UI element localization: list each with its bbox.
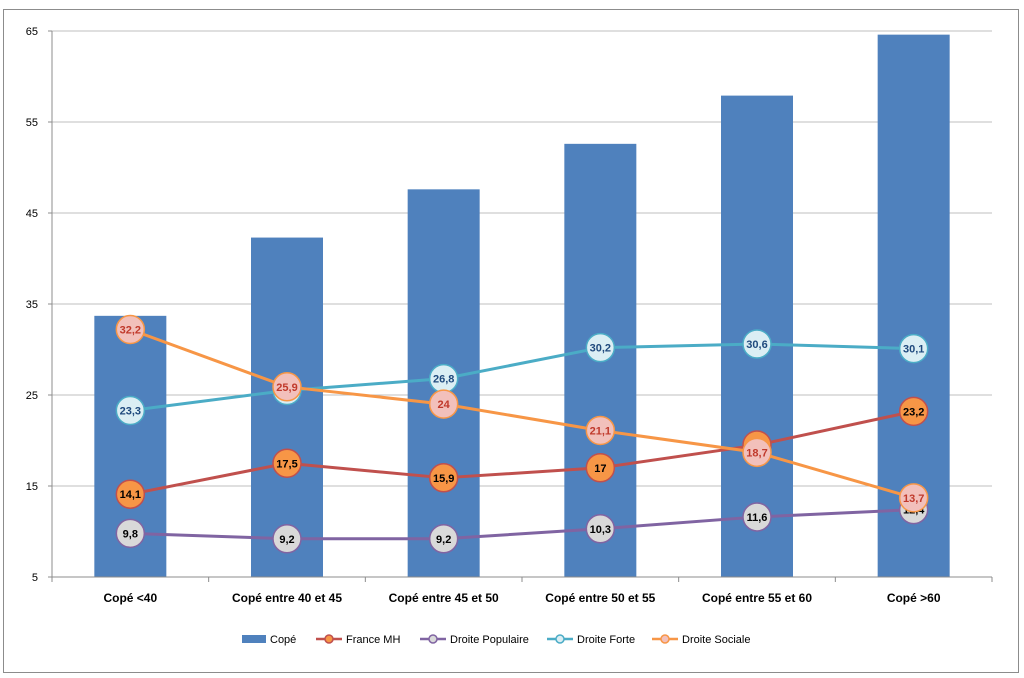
line-droite-populaire — [130, 508, 914, 541]
marker-droite-populaire — [115, 518, 146, 549]
legend-marker-droite-populaire — [428, 634, 438, 644]
marker-france-mh — [115, 479, 146, 509]
y-tick-label: 35 — [26, 299, 38, 311]
legend-marker-droite-forte — [555, 634, 565, 644]
marker-droite-forte — [742, 329, 772, 359]
marker-droite-populaire — [428, 524, 459, 554]
data-label-france-mh: 17 — [594, 463, 606, 475]
marker-droite-sociale — [272, 372, 302, 402]
marker-droite-populaire — [272, 524, 302, 554]
bar-cope — [251, 237, 323, 577]
data-label-droite-forte: 23,3 — [120, 405, 141, 417]
marker-france-mh — [898, 396, 929, 427]
line-droite-forte — [130, 342, 914, 412]
data-label-droite-forte: 26,8 — [433, 374, 454, 386]
legend: Copé France MH Droite Populaire Droite Fort… — [242, 634, 750, 646]
y-tick-label: 5 — [32, 572, 38, 584]
data-label-droite-sociale: 24 — [438, 399, 451, 411]
legend-label-droite-sociale: Droite Sociale — [682, 634, 750, 646]
y-tick-label: 25 — [26, 390, 38, 402]
category-label: Copé entre 40 et 45 — [232, 591, 342, 605]
marker-droite-sociale — [115, 314, 146, 345]
marker-droite-sociale — [428, 389, 459, 419]
chart-frame — [3, 9, 1019, 673]
data-label-france-mh: 17,5 — [276, 458, 297, 470]
series-lines — [129, 328, 915, 541]
marker-droite-populaire — [742, 502, 772, 532]
marker-droite-populaire — [585, 514, 616, 544]
y-axis-ticks: 5 15 25 35 45 55 65 — [26, 26, 52, 584]
legend-label-droite-forte: Droite Forte — [577, 634, 635, 646]
data-label-droite-populaire: 10,3 — [590, 524, 611, 536]
legend-marker-droite-sociale — [660, 634, 670, 644]
series-markers: 14,117,515,91719,523,29,89,29,210,311,61… — [115, 314, 929, 554]
data-label-droite-forte: 30,6 — [746, 339, 767, 351]
category-label: Copé entre 45 et 50 — [389, 591, 499, 605]
marker-droite-sociale — [898, 483, 929, 513]
data-label-droite-sociale: 32,2 — [120, 324, 141, 336]
y-tick-label: 65 — [26, 26, 38, 38]
legend-label-france-mh: France MH — [346, 634, 400, 646]
line-france-mh — [130, 409, 914, 496]
data-label-droite-populaire: 11,6 — [747, 512, 768, 524]
legend-label-droite-populaire: Droite Populaire — [450, 634, 529, 646]
data-label-droite-forte: 30,1 — [903, 344, 924, 356]
marker-droite-forte — [115, 395, 146, 426]
legend-label-cope: Copé — [270, 634, 296, 646]
data-label-droite-populaire: 9,2 — [436, 534, 451, 546]
marker-droite-sociale — [585, 415, 616, 446]
y-tick-label: 55 — [26, 117, 38, 129]
y-tick-label: 15 — [26, 481, 38, 493]
data-label-droite-populaire: 9,2 — [279, 534, 294, 546]
marker-france-mh — [585, 453, 616, 483]
legend-marker-france-mh — [324, 634, 334, 644]
axes — [51, 31, 993, 582]
marker-france-mh — [428, 463, 459, 493]
marker-droite-forte — [898, 333, 929, 364]
data-label-droite-sociale: 18,7 — [746, 447, 767, 459]
gridlines — [52, 30, 992, 487]
marker-droite-forte — [585, 332, 616, 363]
data-label-droite-forte: 30,2 — [590, 343, 611, 355]
marker-france-mh — [272, 448, 302, 478]
data-label-droite-populaire: 9,8 — [123, 528, 138, 540]
legend-swatch-cope — [242, 635, 266, 643]
y-tick-label: 45 — [26, 208, 38, 220]
data-label-droite-sociale: 25,9 — [276, 382, 297, 394]
line-droite-sociale — [129, 328, 915, 500]
data-label-droite-sociale: 21,1 — [590, 425, 611, 437]
x-axis-categories: Copé <40 Copé entre 40 et 45 Copé entre 45… — [103, 591, 940, 605]
data-label-france-mh: 15,9 — [433, 473, 454, 485]
marker-droite-sociale — [742, 437, 772, 468]
category-label: Copé >60 — [887, 591, 941, 605]
category-label: Copé <40 — [103, 591, 157, 605]
data-label-france-mh: 23,2 — [903, 406, 924, 418]
category-label: Copé entre 55 et 60 — [702, 591, 812, 605]
bars — [94, 34, 950, 578]
data-label-droite-sociale: 13,7 — [903, 493, 924, 505]
data-label-france-mh: 14,1 — [120, 489, 141, 501]
category-label: Copé entre 50 et 55 — [545, 591, 655, 605]
